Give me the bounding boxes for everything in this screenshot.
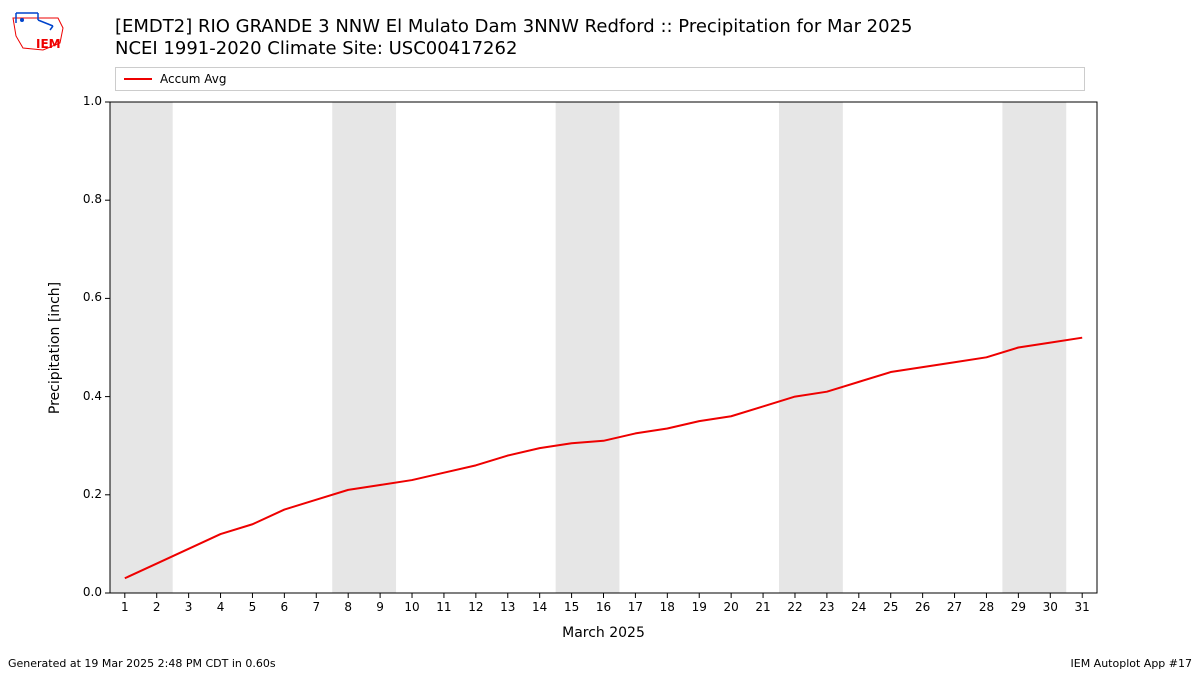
- x-tick: 18: [657, 600, 677, 614]
- x-tick: 22: [785, 600, 805, 614]
- x-tick: 29: [1008, 600, 1028, 614]
- x-tick: 27: [945, 600, 965, 614]
- x-tick: 20: [721, 600, 741, 614]
- x-tick: 12: [466, 600, 486, 614]
- precipitation-chart: [0, 0, 1200, 675]
- x-tick: 3: [179, 600, 199, 614]
- x-tick: 30: [1040, 600, 1060, 614]
- x-tick: 7: [306, 600, 326, 614]
- x-tick: 26: [913, 600, 933, 614]
- y-tick: 0.8: [83, 192, 102, 206]
- x-tick: 19: [689, 600, 709, 614]
- x-tick: 28: [976, 600, 996, 614]
- y-tick: 1.0: [83, 94, 102, 108]
- x-tick: 31: [1072, 600, 1092, 614]
- x-tick: 1: [115, 600, 135, 614]
- x-tick: 4: [211, 600, 231, 614]
- x-tick: 16: [594, 600, 614, 614]
- x-tick: 13: [498, 600, 518, 614]
- x-tick: 11: [434, 600, 454, 614]
- x-tick: 21: [753, 600, 773, 614]
- x-tick: 17: [625, 600, 645, 614]
- x-tick: 8: [338, 600, 358, 614]
- x-tick: 15: [562, 600, 582, 614]
- y-tick: 0.4: [83, 389, 102, 403]
- x-tick: 2: [147, 600, 167, 614]
- x-tick: 24: [849, 600, 869, 614]
- y-tick: 0.2: [83, 487, 102, 501]
- x-tick: 23: [817, 600, 837, 614]
- x-tick: 14: [530, 600, 550, 614]
- x-tick: 6: [274, 600, 294, 614]
- x-tick: 10: [402, 600, 422, 614]
- x-tick: 25: [881, 600, 901, 614]
- y-tick: 0.6: [83, 290, 102, 304]
- x-tick: 9: [370, 600, 390, 614]
- y-tick: 0.0: [83, 585, 102, 599]
- x-tick: 5: [242, 600, 262, 614]
